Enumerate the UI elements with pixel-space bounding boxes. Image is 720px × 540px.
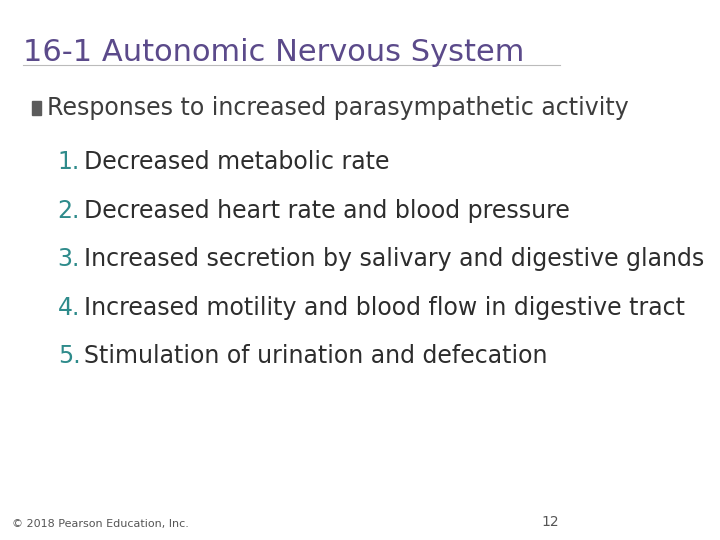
Text: 1.: 1. [58, 150, 80, 174]
Text: 16-1 Autonomic Nervous System: 16-1 Autonomic Nervous System [23, 38, 524, 67]
Text: 5.: 5. [58, 345, 81, 368]
Text: Decreased metabolic rate: Decreased metabolic rate [84, 150, 389, 174]
FancyBboxPatch shape [32, 101, 41, 115]
Text: 2.: 2. [58, 199, 80, 222]
Text: Responses to increased parasympathetic activity: Responses to increased parasympathetic a… [48, 96, 629, 120]
Text: 3.: 3. [58, 247, 80, 271]
Text: Increased secretion by salivary and digestive glands: Increased secretion by salivary and dige… [84, 247, 704, 271]
Text: 4.: 4. [58, 296, 80, 320]
Text: 12: 12 [542, 515, 559, 529]
Text: Increased motility and blood flow in digestive tract: Increased motility and blood flow in dig… [84, 296, 685, 320]
Text: Stimulation of urination and defecation: Stimulation of urination and defecation [84, 345, 547, 368]
Text: Decreased heart rate and blood pressure: Decreased heart rate and blood pressure [84, 199, 570, 222]
Text: © 2018 Pearson Education, Inc.: © 2018 Pearson Education, Inc. [12, 519, 189, 529]
